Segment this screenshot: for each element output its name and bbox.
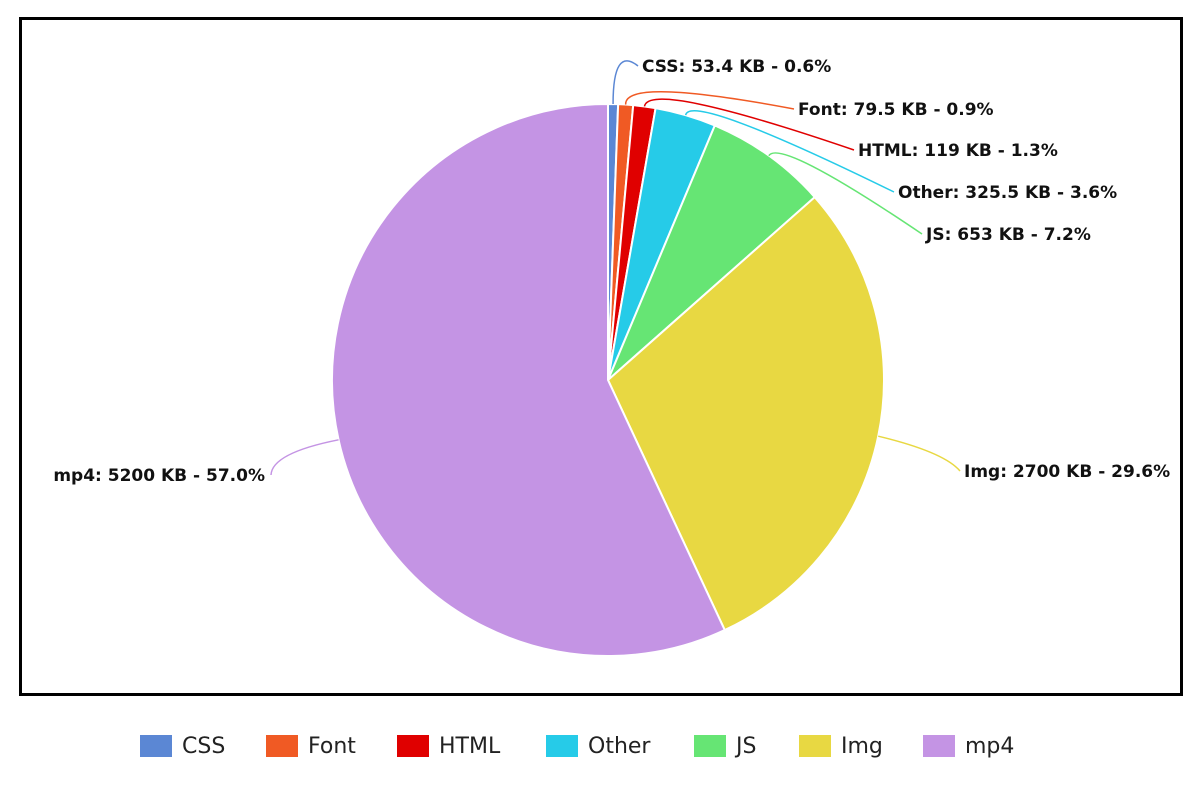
legend-item-css[interactable]: CSS <box>140 728 225 764</box>
legend-swatch <box>546 735 578 757</box>
slice-label-css: CSS: 53.4 KB - 0.6% <box>642 57 831 77</box>
legend-label: CSS <box>182 733 226 759</box>
leader-line-img <box>878 435 961 472</box>
legend-label: Img <box>841 733 883 759</box>
leader-line-js <box>768 152 923 235</box>
chart-frame: CSS: 53.4 KB - 0.6% Font: 79.5 KB - 0.9% H… <box>19 17 1183 696</box>
slice-label-mp4: mp4: 5200 KB - 57.0% <box>53 466 265 486</box>
slice-label-html: HTML: 119 KB - 1.3% <box>858 141 1058 161</box>
pie-slice-js[interactable] <box>607 124 817 381</box>
leader-line-css <box>612 60 639 105</box>
legend-item-font[interactable]: Font <box>266 728 356 764</box>
legend-label: HTML <box>439 733 501 759</box>
legend-label: Font <box>308 733 356 759</box>
leader-line-font <box>624 91 795 110</box>
chart-legend: CSS Font HTML Other JS Img mp4 <box>0 728 1200 764</box>
label-leader-lines <box>270 60 961 476</box>
legend-swatch <box>140 735 172 757</box>
legend-item-html[interactable]: HTML <box>397 728 500 764</box>
legend-item-other[interactable]: Other <box>546 728 650 764</box>
leader-line-mp4 <box>270 439 339 476</box>
legend-item-img[interactable]: Img <box>799 728 883 764</box>
leader-line-other <box>684 110 895 193</box>
legend-label: Other <box>588 733 651 759</box>
legend-swatch <box>799 735 831 757</box>
pie-chart: CSS: 53.4 KB - 0.6% Font: 79.5 KB - 0.9% H… <box>53 57 1170 657</box>
legend-swatch <box>397 735 429 757</box>
leader-line-html <box>643 98 855 151</box>
legend-label: JS <box>736 733 757 759</box>
legend-item-js[interactable]: JS <box>694 728 756 764</box>
slice-labels: CSS: 53.4 KB - 0.6% Font: 79.5 KB - 0.9% H… <box>53 57 1170 486</box>
legend-swatch <box>266 735 298 757</box>
slice-label-js: JS: 653 KB - 7.2% <box>925 225 1091 245</box>
pie-slices <box>331 102 885 657</box>
legend-label: mp4 <box>965 733 1015 759</box>
legend-item-mp4[interactable]: mp4 <box>923 728 1014 764</box>
legend-swatch <box>923 735 955 757</box>
slice-label-img: Img: 2700 KB - 29.6% <box>964 462 1170 482</box>
slice-label-font: Font: 79.5 KB - 0.9% <box>798 100 994 120</box>
legend-swatch <box>694 735 726 757</box>
slice-label-other: Other: 325.5 KB - 3.6% <box>898 183 1117 203</box>
